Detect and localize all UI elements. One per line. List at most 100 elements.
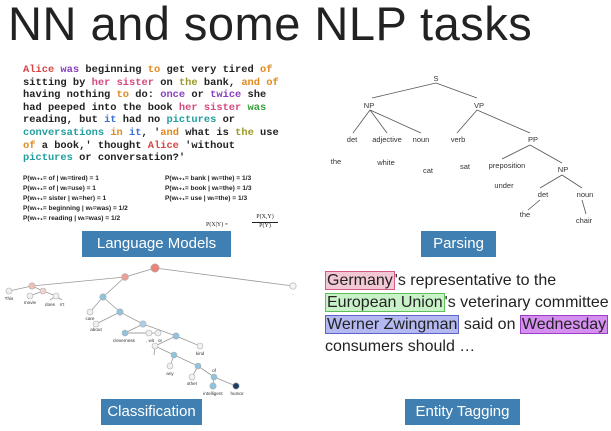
alice-passage: Alice was beginning to get very tired of…: [23, 64, 308, 165]
node-adjective: adjective: [372, 135, 402, 144]
entity-country: Germany: [325, 271, 395, 290]
passage-word: Alice: [23, 64, 55, 76]
probability-line: P(wₜ₊₁= of | wₜ=use) = 1: [23, 185, 96, 192]
passage-word: in: [110, 126, 123, 139]
leaf-or: or: [158, 338, 163, 343]
node-VP: VP: [474, 101, 484, 110]
node-det2: det: [538, 190, 549, 199]
passage-word: of: [23, 139, 36, 152]
passage-word: was: [54, 64, 80, 76]
leaf-of: of: [212, 368, 217, 373]
leaf-any: any: [166, 371, 174, 376]
leaf-humor: humor: [230, 391, 243, 396]
probability-line: P(wₜ₊₁= bank | wₜ=the) = 1/3: [165, 175, 252, 182]
node-verb: verb: [451, 135, 466, 144]
fraction-bar: [252, 222, 278, 223]
leaf-nt: n't: [60, 302, 65, 307]
slide-title: NN and some NLP tasks: [8, 0, 533, 50]
passage-word: pictures: [166, 114, 217, 127]
leaf-chair: chair: [576, 216, 593, 225]
passage-word: sitting by: [23, 76, 92, 89]
passage-word: had no: [116, 114, 167, 127]
leaf-movie: movie: [24, 300, 37, 305]
passage-word: had peeped into the book: [23, 101, 179, 114]
passage-word: twice: [210, 89, 242, 102]
passage-word: or: [185, 89, 211, 102]
node-noun2: noun: [577, 190, 594, 199]
sentiment-tree: This movie does n't care about clevernes…: [5, 263, 297, 396]
passage-word: the: [235, 126, 254, 139]
passage-word: having nothing: [23, 89, 117, 102]
probability-line: P(wₜ₊₁= use | wₜ=the) = 1/3: [165, 195, 248, 202]
leaf-white: white: [376, 158, 395, 167]
passage-word: or: [216, 114, 236, 127]
passage-word: what is: [178, 126, 236, 139]
node-NP2: NP: [558, 165, 568, 174]
passage-word: of: [266, 76, 279, 89]
formula-numerator: P(X,Y): [256, 214, 274, 220]
passage-word: sister: [203, 101, 242, 114]
passage-word: of: [260, 64, 273, 76]
node-noun: noun: [413, 135, 430, 144]
passage-word: she: [241, 89, 267, 102]
node-preposition: preposition: [489, 161, 526, 170]
leaf-other: other: [187, 381, 198, 386]
plain-text-4: consumers should …: [325, 338, 476, 355]
probability-line: P(wₜ₊₁= of | wₜ=tired) = 1: [23, 175, 99, 182]
passage-word: beginning: [79, 64, 148, 76]
leaf-the: the: [331, 157, 341, 166]
passage-word: do:: [129, 89, 161, 102]
parsing-label: Parsing: [421, 231, 496, 257]
passage-word: conversations: [23, 126, 105, 139]
leaf-cat: cat: [423, 166, 434, 175]
entity-tagged-sentence: Germany's representative to the European…: [325, 270, 610, 358]
leaf-care: care: [86, 316, 95, 321]
classification-label: Classification: [101, 399, 202, 425]
leaf-kind: kind: [196, 351, 205, 356]
bigram-probabilities-right: P(wₜ₊₁= bank | wₜ=the) = 1/3 P(wₜ₊₁= book…: [165, 174, 252, 204]
bigram-probabilities-left: P(wₜ₊₁= of | wₜ=tired) = 1 P(wₜ₊₁= of | w…: [23, 174, 128, 224]
leaf-cleverness: cleverness: [113, 338, 136, 343]
passage-word: was: [241, 101, 267, 114]
leaf-sat: sat: [460, 162, 471, 171]
leaf-this: This: [5, 296, 14, 301]
node-PP: PP: [528, 135, 538, 144]
passage-word: and: [241, 76, 261, 89]
formula-denominator: P(Y): [259, 223, 271, 229]
passage-word: use: [253, 126, 279, 139]
passage-word: get very tired: [160, 64, 260, 76]
leaf-does: does: [45, 302, 56, 307]
passage-word: reading, but: [23, 114, 105, 127]
passage-word: and: [160, 126, 179, 139]
probability-line: P(wₜ₊₁= reading | wₜ=was) = 1/2: [23, 215, 121, 222]
passage-word: , ': [141, 126, 161, 139]
entity-date: Wednesday: [519, 315, 609, 334]
passage-word: Alice: [147, 139, 179, 152]
entity-organization: European Union: [325, 293, 445, 312]
plain-text-2: 's veterinary committee: [444, 294, 609, 311]
leaf-wit: , wit: [146, 338, 155, 343]
conditional-formula-left: P(X|Y) =: [206, 222, 229, 228]
node-S: S: [433, 74, 438, 83]
probability-line: P(wₜ₊₁= sister | wₜ=her) = 1: [23, 195, 107, 202]
entity-person: Werner Zwingman: [325, 315, 460, 334]
passage-word: her: [178, 101, 198, 114]
probability-line: P(wₜ₊₁= book | wₜ=the) = 1/3: [165, 185, 252, 192]
passage-word: it: [129, 126, 142, 139]
passage-word: it: [104, 114, 117, 127]
passage-word: 'without: [178, 139, 236, 152]
language-models-label: Language Models: [82, 231, 231, 257]
passage-word: pictures: [23, 152, 73, 165]
leaf-about: about: [90, 327, 102, 332]
passage-word: sister: [116, 76, 154, 89]
plain-text-3: said on: [459, 316, 520, 333]
parse-tree: S NP VP det adjective noun verb PP the w…: [331, 74, 594, 225]
probability-line: P(wₜ₊₁= beginning | wₜ=was) = 1/2: [23, 205, 128, 212]
passage-word: to: [147, 64, 161, 76]
leaf-period: .: [292, 291, 293, 296]
node-NP: NP: [364, 101, 374, 110]
passage-word: bank,: [197, 76, 242, 89]
node-det: det: [347, 135, 358, 144]
passage-word: or conversation?': [72, 152, 186, 165]
passage-word: her: [91, 76, 111, 89]
